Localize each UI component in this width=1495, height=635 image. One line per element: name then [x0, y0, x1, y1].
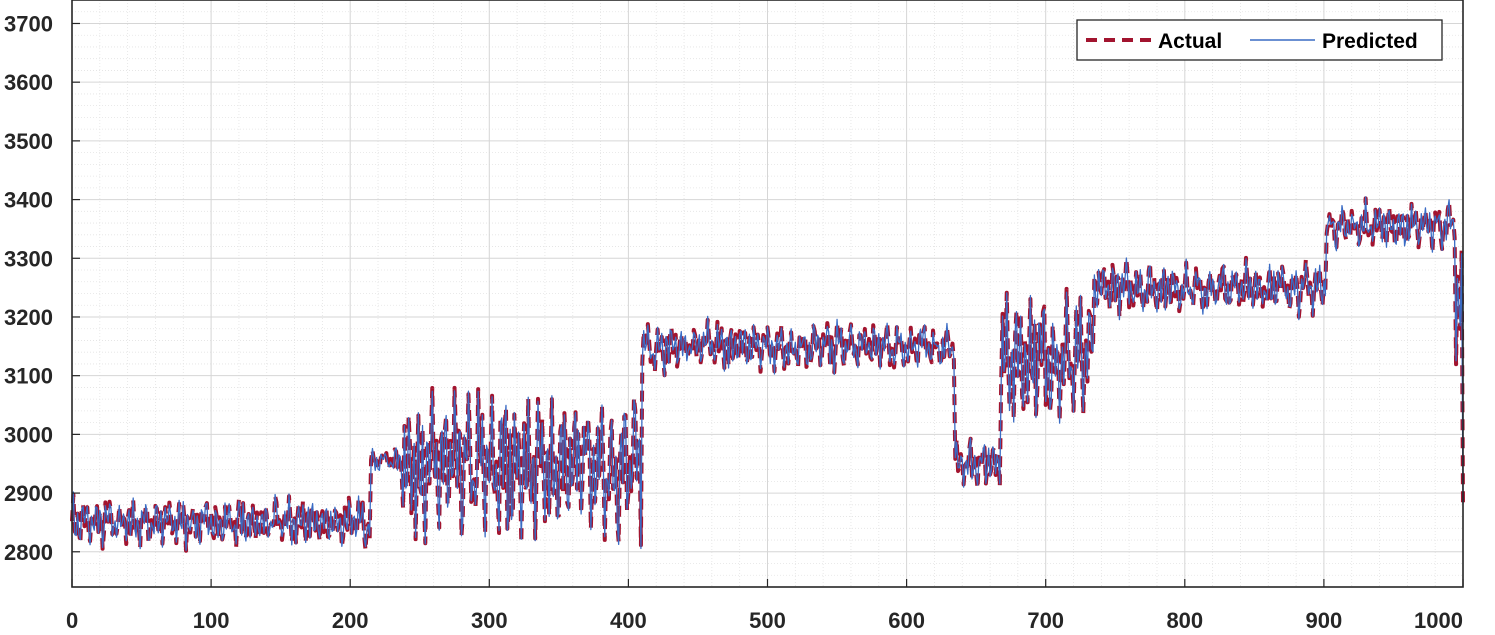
y-tick-label: 3300: [4, 246, 53, 271]
x-tick-label: 600: [888, 608, 925, 633]
x-tick-label: 300: [471, 608, 508, 633]
x-tick-label: 500: [749, 608, 786, 633]
legend-predicted-label: Predicted: [1322, 30, 1418, 53]
legend-actual-label: Actual: [1158, 30, 1222, 53]
y-tick-label: 3600: [4, 70, 53, 95]
x-axis-ticks: 0 100 200 300 400 500 600 700 800 900 1000: [66, 579, 1464, 633]
y-tick-label: 2900: [4, 481, 53, 506]
y-tick-label: 2800: [4, 540, 53, 565]
minor-grid: [72, 0, 1463, 587]
plot-area: 0 100 200 300 400 500 600 700 800 900 1000 2800 290…: [4, 0, 1465, 633]
x-tick-label: 1000: [1414, 608, 1463, 633]
y-tick-label: 3200: [4, 305, 53, 330]
x-tick-label: 700: [1027, 608, 1064, 633]
y-tick-label: 3000: [4, 422, 53, 447]
legend: Actual Predicted: [1076, 19, 1443, 61]
y-tick-label: 3400: [4, 188, 53, 213]
x-tick-label: 0: [66, 608, 78, 633]
x-tick-label: 800: [1166, 608, 1203, 633]
y-axis-ticks: 2800 2900 3000 3100 3200 3300 3400 3500 3600 3700: [4, 11, 80, 565]
y-tick-label: 3700: [4, 11, 53, 36]
x-tick-label: 100: [193, 608, 230, 633]
x-tick-label: 900: [1306, 608, 1343, 633]
x-tick-label: 400: [610, 608, 647, 633]
y-tick-label: 3500: [4, 129, 53, 154]
y-tick-label: 3100: [4, 364, 53, 389]
x-tick-label: 200: [332, 608, 369, 633]
series-predicted-line: [71, 196, 1464, 552]
series-layer: [70, 196, 1465, 553]
